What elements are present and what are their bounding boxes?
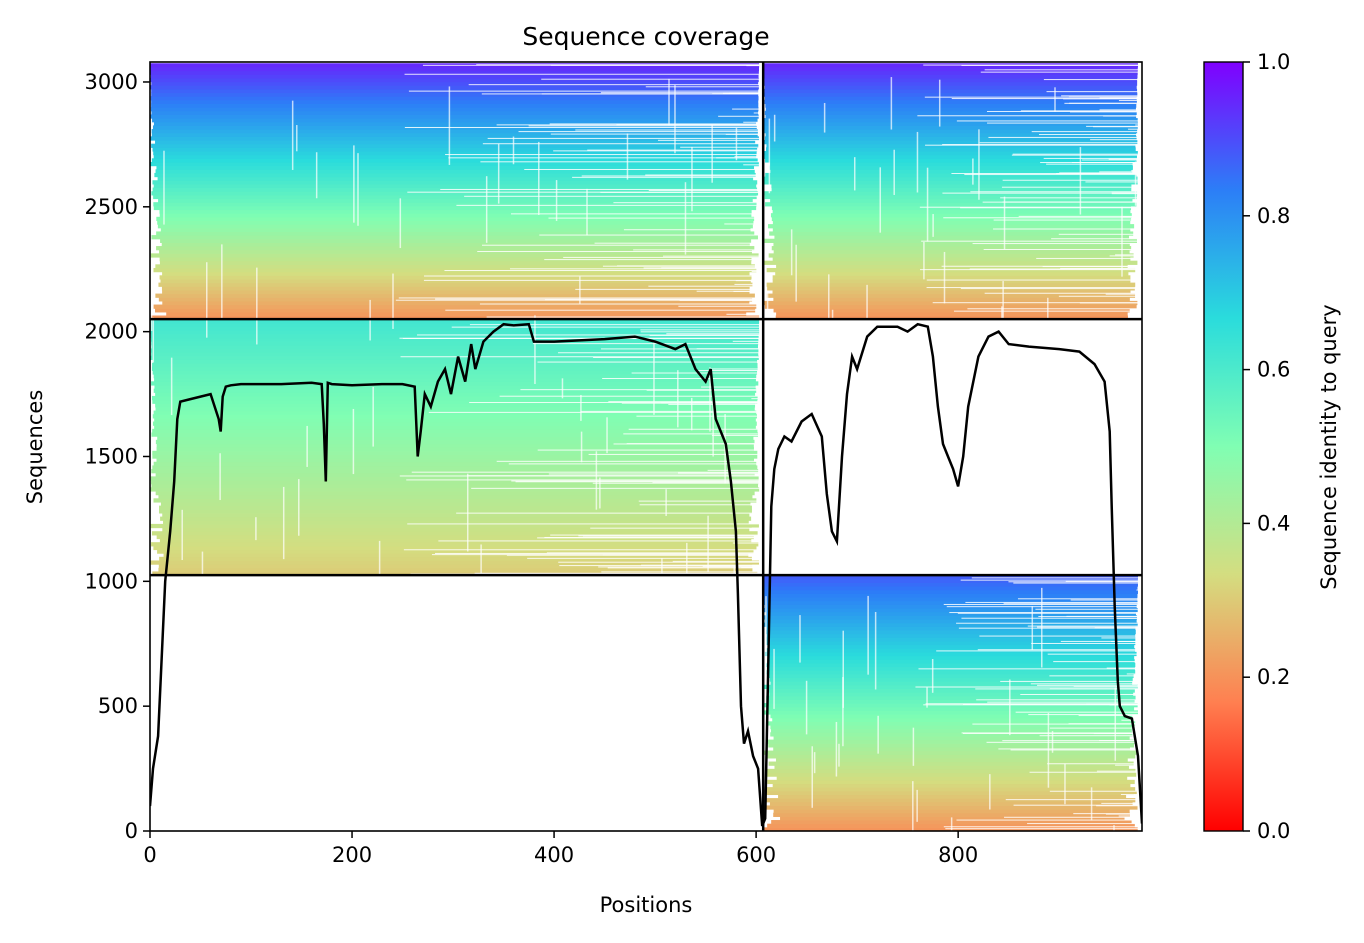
coverage-line xyxy=(150,322,1142,827)
x-tick-label: 400 xyxy=(534,843,574,867)
chart-title: Sequence coverage xyxy=(522,22,769,51)
colorbar-tick-label: 0.6 xyxy=(1257,358,1290,382)
colorbar-ticks: 0.0 0.2 0.4 0.6 0.8 1.0 xyxy=(1243,50,1290,843)
y-tick-label: 2000 xyxy=(85,320,138,344)
y-tick-label: 1000 xyxy=(85,569,138,593)
colorbar-tick-label: 0.4 xyxy=(1257,511,1290,535)
colorbar-tick-label: 0.0 xyxy=(1257,819,1290,843)
y-tick-label: 3000 xyxy=(85,70,138,94)
y-tick-label: 2500 xyxy=(85,195,138,219)
colorbar-tick-label: 0.8 xyxy=(1257,204,1290,228)
coverage-block-top-left xyxy=(150,63,760,320)
x-axis-ticks: 0 200 400 600 800 xyxy=(143,831,978,867)
x-tick-label: 800 xyxy=(938,843,978,867)
x-axis-label: Positions xyxy=(600,893,693,917)
x-tick-label: 200 xyxy=(332,843,372,867)
plot-frame xyxy=(149,61,1143,832)
colorbar-label: Sequence identity to query xyxy=(1317,304,1341,589)
y-tick-label: 0 xyxy=(125,819,138,843)
block-dividers xyxy=(150,62,1142,831)
y-axis-label: Sequences xyxy=(23,390,47,505)
x-tick-label: 0 xyxy=(143,843,156,867)
colorbar-tick-label: 1.0 xyxy=(1257,50,1290,74)
y-tick-label: 1500 xyxy=(85,444,138,468)
y-tick-label: 500 xyxy=(98,694,138,718)
coverage-blocks xyxy=(150,63,1138,831)
colorbar-tick-label: 0.2 xyxy=(1257,665,1290,689)
y-axis-ticks: 0 500 1000 1500 2000 2500 3000 xyxy=(85,70,150,843)
x-tick-label: 600 xyxy=(736,843,776,867)
colorbar xyxy=(1203,61,1244,832)
